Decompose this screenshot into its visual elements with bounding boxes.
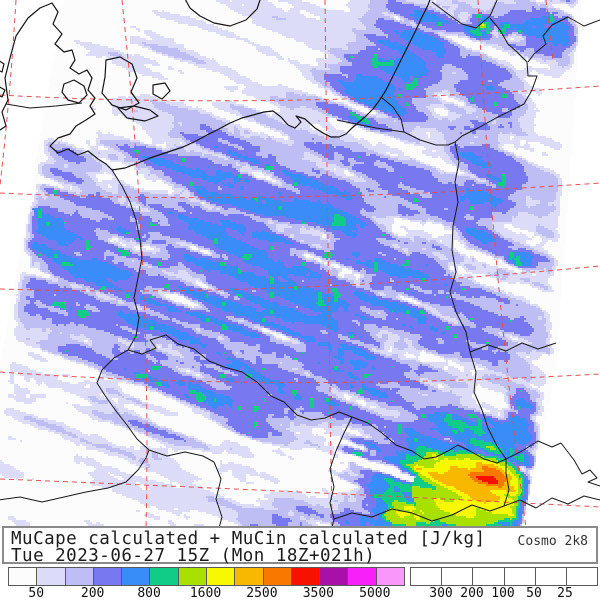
border-slovakia-ukraine bbox=[505, 440, 562, 460]
coastlines bbox=[0, 0, 431, 171]
border-latvia-russia bbox=[527, 16, 600, 63]
cape-color-cell bbox=[93, 568, 123, 585]
mucin-tick-label: 25 bbox=[557, 586, 573, 600]
mucin-tick-label: 200 bbox=[460, 586, 484, 600]
border-slovakia-hungary bbox=[333, 459, 510, 522]
gridline-parallel bbox=[0, 265, 600, 292]
cape-color-cell bbox=[9, 568, 38, 585]
cape-field-canvas bbox=[0, 0, 600, 528]
border-czech-slovakia bbox=[329, 416, 353, 528]
border-germany-poland bbox=[111, 169, 143, 351]
mucin-tick-label: 100 bbox=[491, 586, 515, 600]
border-lithuania-belarus bbox=[454, 17, 538, 143]
gridline-parallel bbox=[0, 182, 600, 199]
border-poland-slovakia bbox=[351, 416, 507, 464]
border-czech-germany bbox=[96, 349, 150, 451]
mucin-tick-label: 50 bbox=[526, 586, 542, 600]
coastline-small-island bbox=[0, 60, 5, 73]
border-denmark-germany bbox=[5, 102, 83, 109]
cape-tick-label: 200 bbox=[80, 586, 105, 600]
border-ukraine-romania bbox=[560, 442, 600, 487]
border-russia-lithuania bbox=[380, 96, 405, 133]
coastline-baltic bbox=[0, 0, 431, 171]
map-area bbox=[0, 0, 600, 528]
cape-colorbar bbox=[8, 567, 405, 586]
mucin-hatch-cell-diagonal-crosshatch bbox=[442, 568, 474, 585]
gridline-meridian bbox=[121, 0, 148, 528]
title-line-2: Tue 2023-06-27 15Z (Mon 18Z+021h) bbox=[11, 546, 376, 566]
border-lithuania-latvia bbox=[431, 0, 498, 29]
cape-color-cell bbox=[206, 568, 236, 585]
gridline-parallel bbox=[0, 371, 600, 384]
gridline-meridian bbox=[477, 0, 527, 528]
cape-tick-label: 1600 bbox=[189, 586, 222, 600]
coastline-zealand-island bbox=[101, 56, 140, 111]
mucin-hatch-cell-dots bbox=[535, 568, 567, 585]
border-germany-austria bbox=[0, 449, 150, 503]
cape-color-cell bbox=[235, 568, 264, 585]
cape-tick-label: 800 bbox=[137, 586, 161, 600]
border-austria-slovakia bbox=[213, 461, 223, 528]
coastline-sweden-tip bbox=[184, 0, 261, 27]
title-box: MuCape calculated + MuCin calculated [J/… bbox=[2, 526, 598, 566]
cape-color-cell bbox=[37, 568, 66, 585]
border-czech-austria bbox=[148, 449, 215, 463]
cape-tick-label: 3500 bbox=[302, 586, 334, 600]
coastline-bornholm-island bbox=[152, 82, 171, 100]
border-ukraine-hungary bbox=[503, 495, 600, 509]
coastline-small-island bbox=[0, 86, 6, 98]
cape-color-cell bbox=[65, 568, 94, 585]
cape-color-cell bbox=[320, 568, 349, 585]
mucin-hatch-cell-diagonal-lines bbox=[504, 568, 536, 585]
mucin-tick-label: 300 bbox=[429, 586, 453, 600]
coastline-funen-island bbox=[61, 79, 88, 104]
border-poland-lithuania bbox=[403, 131, 456, 146]
mucin-hatch-cell-blank bbox=[566, 568, 598, 585]
cape-color-cell bbox=[376, 568, 404, 585]
gridline-meridian bbox=[545, 0, 554, 61]
border-czech-poland bbox=[127, 334, 353, 421]
border-poland-belarus-ukraine bbox=[449, 141, 507, 460]
model-label: Cosmo 2k8 bbox=[517, 534, 588, 549]
latlon-gridlines bbox=[0, 0, 600, 528]
map-overlay bbox=[0, 0, 600, 528]
cape-tick-label: 50 bbox=[28, 586, 45, 600]
cape-color-cell bbox=[348, 568, 377, 585]
gridline-parallel bbox=[0, 85, 600, 102]
border-belarus-ukraine bbox=[469, 342, 557, 353]
country-borders bbox=[0, 0, 600, 528]
cape-color-cell bbox=[122, 568, 151, 585]
cape-tick-label: 2500 bbox=[246, 586, 278, 600]
mucin-hatch-cell-dense-crosshatch bbox=[411, 568, 443, 585]
gridline-parallel bbox=[0, 478, 600, 508]
cape-color-cell bbox=[263, 568, 292, 585]
cape-color-cell bbox=[178, 568, 207, 585]
mucin-hatchbar bbox=[410, 567, 598, 586]
cape-color-cell bbox=[150, 568, 179, 585]
cape-color-cell bbox=[291, 568, 321, 585]
cape-tick-label: 5000 bbox=[359, 586, 391, 600]
coastline-lolland-island bbox=[117, 105, 159, 122]
border-poland-russia bbox=[336, 119, 405, 133]
title-line-1: MuCape calculated + MuCin calculated [J/… bbox=[11, 529, 486, 549]
gridline-meridian bbox=[324, 0, 333, 528]
mucin-hatch-cell-grid bbox=[473, 568, 505, 585]
gridline-meridian bbox=[0, 0, 17, 186]
